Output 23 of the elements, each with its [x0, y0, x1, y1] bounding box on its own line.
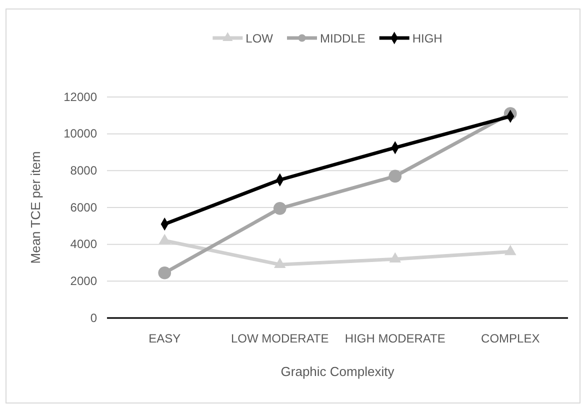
y-tick-label: 12000	[64, 90, 98, 104]
y-tick-label: 10000	[64, 126, 98, 141]
legend-label: MIDDLE	[320, 32, 366, 46]
legend-label: HIGH	[412, 32, 442, 46]
y-axis-title: Mean TCE per item	[28, 151, 43, 264]
point	[389, 252, 402, 262]
x-tick-label: EASY	[148, 332, 181, 346]
point	[504, 244, 516, 256]
point	[273, 202, 286, 215]
y-tick-label: 4000	[70, 237, 98, 252]
point	[158, 266, 172, 280]
point	[158, 234, 171, 244]
point	[388, 170, 402, 183]
x-tick-label: COMPLEX	[481, 332, 540, 346]
legend-label: LOW	[246, 32, 274, 46]
x-axis-title: Graphic Complexity	[280, 364, 395, 379]
x-tick-label: LOW MODERATE	[230, 332, 329, 346]
x-tick-label: HIGH MODERATE	[344, 332, 446, 346]
point	[274, 258, 286, 268]
y-tick-label: 2000	[70, 274, 98, 288]
y-tick-label: 0	[90, 310, 98, 325]
y-tick-label: 8000	[70, 164, 98, 178]
y-tick-label: 6000	[70, 200, 98, 214]
